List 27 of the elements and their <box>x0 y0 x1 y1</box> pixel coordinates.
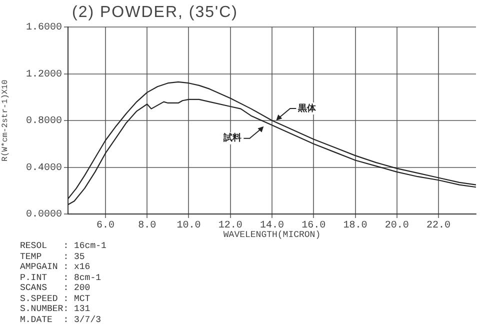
x-tick-label: 18.0 <box>343 220 368 232</box>
y-tick-label: 1.6000 <box>26 22 62 34</box>
x-tick-label: 20.0 <box>384 220 409 232</box>
text: AMPGAIN : x16 <box>20 262 92 272</box>
y-tick-label: 0.0000 <box>26 210 62 221</box>
x-tick-label: 8.0 <box>138 220 156 232</box>
text: S.SPEED : MCT <box>20 294 92 304</box>
x-tick-label: 14.0 <box>260 220 284 232</box>
text: S.NUMBER: 131 <box>20 304 92 314</box>
x-tick-label: 6.0 <box>96 220 114 232</box>
y-tick-label: 0.4000 <box>26 162 62 174</box>
y-tick-label: 0.8000 <box>26 116 62 128</box>
y-tick-label: 1.2000 <box>26 69 62 80</box>
x-axis-title: WAVELENGTH(MICRON) <box>223 230 321 240</box>
text: P.INT : 8cm-1 <box>20 272 102 283</box>
y-axis-title: R(W*cm-2str-1)X10 <box>0 80 10 162</box>
chart-title: (2) POWDER, (35'C) <box>72 4 238 22</box>
annotation: 黒体 <box>297 102 318 114</box>
text: M.DATE : 3/7/3 <box>20 314 102 325</box>
x-tick-label: 16.0 <box>302 220 326 232</box>
text: RESOL : 16cm-1 <box>20 241 106 252</box>
text: TEMP : 35 <box>20 252 86 262</box>
x-tick-label: 10.0 <box>176 220 201 232</box>
annotation: 試料 <box>222 132 242 144</box>
x-tick-label: 12.0 <box>218 220 242 232</box>
x-tick-label: 22.0 <box>426 220 451 232</box>
text: SCANS : 200 <box>20 283 92 294</box>
